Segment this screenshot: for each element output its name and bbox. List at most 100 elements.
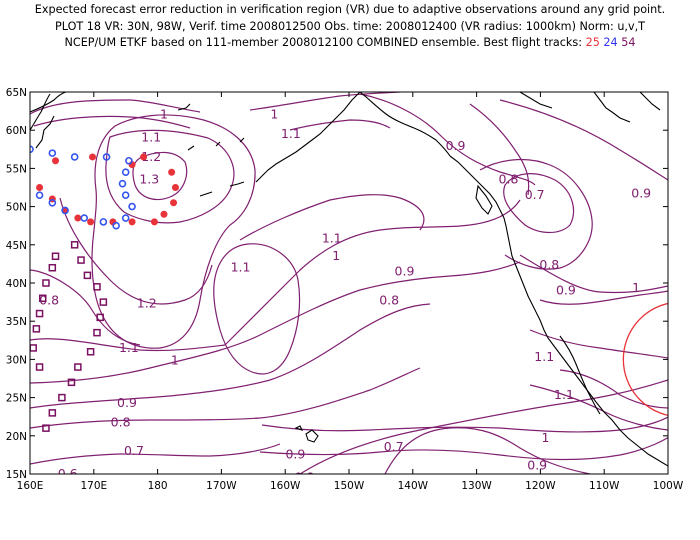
contour-label: 1: [332, 248, 340, 263]
coast-vancouver-island: [475, 184, 493, 215]
contour-label: 0.9: [117, 395, 137, 410]
track-blue-point: [128, 202, 136, 211]
track-purple-point: [86, 348, 95, 356]
track-purple-point: [93, 283, 101, 291]
track-blue-point: [48, 149, 57, 157]
track-red-point: [128, 218, 136, 226]
lon-label: 180: [148, 480, 168, 492]
header-line-3: NCEP/UM ETKF based on 111-member 2008012…: [0, 35, 700, 52]
coast-alaska-peninsula: [255, 92, 361, 183]
contour-label: 0.8: [539, 257, 559, 272]
contour-1.1-outer-loop: [91, 114, 256, 349]
track-blue-point: [102, 153, 111, 161]
lat-label: 15N: [6, 469, 27, 481]
track-purple-point: [83, 271, 92, 280]
track-red-point: [170, 199, 178, 207]
contour-1-east: [539, 290, 668, 305]
contour-1.1-to-ridge: [30, 338, 226, 352]
contour-label: 0.9: [395, 263, 415, 278]
contour-1-southeast: [299, 379, 668, 474]
header-line-1: Expected forecast error reduction in ver…: [34, 3, 666, 16]
track-purple-point: [35, 309, 44, 318]
lat-label: 20N: [6, 431, 27, 443]
coast-alaska-south: [359, 92, 451, 157]
coastlines: [30, 92, 668, 467]
track-count-red: 25: [585, 36, 600, 49]
lon-label: 140W: [398, 480, 429, 492]
contour-label: 0.9: [631, 185, 651, 200]
contour-1.1-ridge: [239, 194, 425, 241]
contour-1-east-lower: [529, 384, 668, 431]
coast-hawaii: [294, 425, 319, 443]
contour-1-ridge: [224, 199, 521, 346]
contour-label: 1: [270, 107, 278, 122]
contour-label: 1.1: [119, 340, 139, 355]
track-red-point: [36, 184, 44, 191]
lon-label: 120W: [525, 480, 556, 492]
contour-0.9-middle: [30, 261, 521, 384]
track-blue-point: [112, 221, 120, 230]
track-blue-point: [30, 181, 31, 186]
contour-label: 1.1: [141, 130, 161, 145]
track-blue-point: [121, 191, 130, 199]
contour-label: 0.9: [285, 447, 305, 462]
contour-label: 1.1: [534, 349, 554, 364]
contour-label: 0.9: [556, 282, 576, 297]
contour-label: 1.3: [139, 172, 159, 187]
contour-label: 0.9: [527, 457, 547, 472]
track-purple-point: [67, 378, 76, 387]
track-blue-point: [80, 214, 89, 222]
lat-label: 35N: [6, 316, 27, 328]
track-red-point: [168, 168, 176, 176]
contour-1.3-loop: [132, 151, 188, 201]
lon-label: 110W: [589, 480, 620, 492]
lon-label: 160W: [270, 480, 301, 492]
lon-label: 150W: [334, 480, 365, 492]
track-purple-point: [35, 363, 44, 371]
contour-1.2-lower-curve: [59, 197, 213, 305]
track-purple-point: [39, 294, 47, 303]
contour-1.1-north-center: [289, 119, 391, 131]
contour-0.8-east: [479, 159, 593, 270]
lat-label: 45N: [6, 240, 27, 252]
track-blue-point: [121, 214, 130, 222]
track-blue-point: [121, 168, 130, 177]
contour-label: 1: [160, 107, 168, 122]
lon-label: 170E: [80, 480, 107, 492]
contour-label: 1.1: [231, 260, 251, 275]
track-purple-point: [51, 252, 60, 261]
track-blue-point: [118, 179, 127, 188]
contour-label: 1.1: [281, 126, 301, 141]
contour-label: 0.9: [446, 138, 466, 153]
coast-arctic-top: [519, 92, 661, 123]
track-purple-point: [42, 279, 50, 287]
flight-tracks: [0, 145, 179, 432]
track-red-point: [140, 153, 148, 161]
contour-label: 0.8: [39, 292, 59, 307]
track-purple-point: [42, 424, 50, 432]
track-purple-point: [96, 313, 104, 322]
lon-label: 160E: [17, 480, 44, 492]
lat-label: 40N: [6, 278, 27, 290]
contour-0.7-loop: [503, 173, 575, 234]
contour-label: 1.2: [141, 149, 161, 164]
coast-aleutian-2: [199, 191, 213, 197]
track-purple-point: [30, 344, 37, 352]
contour-1-northwest: [30, 99, 201, 115]
coast-california: [535, 311, 597, 403]
contour-1.1-east-lower: [559, 369, 668, 409]
coast-kamchatka: [30, 93, 55, 149]
track-purple-point: [48, 409, 57, 417]
track-blue-point: [0, 154, 4, 160]
track-red-point: [150, 218, 158, 226]
track-purple-point: [32, 325, 41, 333]
track-purple-point: [77, 256, 85, 264]
contour-0.8-southeast: [259, 436, 668, 461]
verification-region-circle: [622, 302, 668, 417]
contour-lines: [30, 92, 668, 474]
contour-label: 1: [632, 280, 640, 295]
track-count-purple: 54: [621, 36, 636, 49]
contour-label: 0.8: [499, 172, 519, 187]
lat-label: 25N: [6, 393, 27, 405]
lon-label: 100W: [653, 480, 684, 492]
